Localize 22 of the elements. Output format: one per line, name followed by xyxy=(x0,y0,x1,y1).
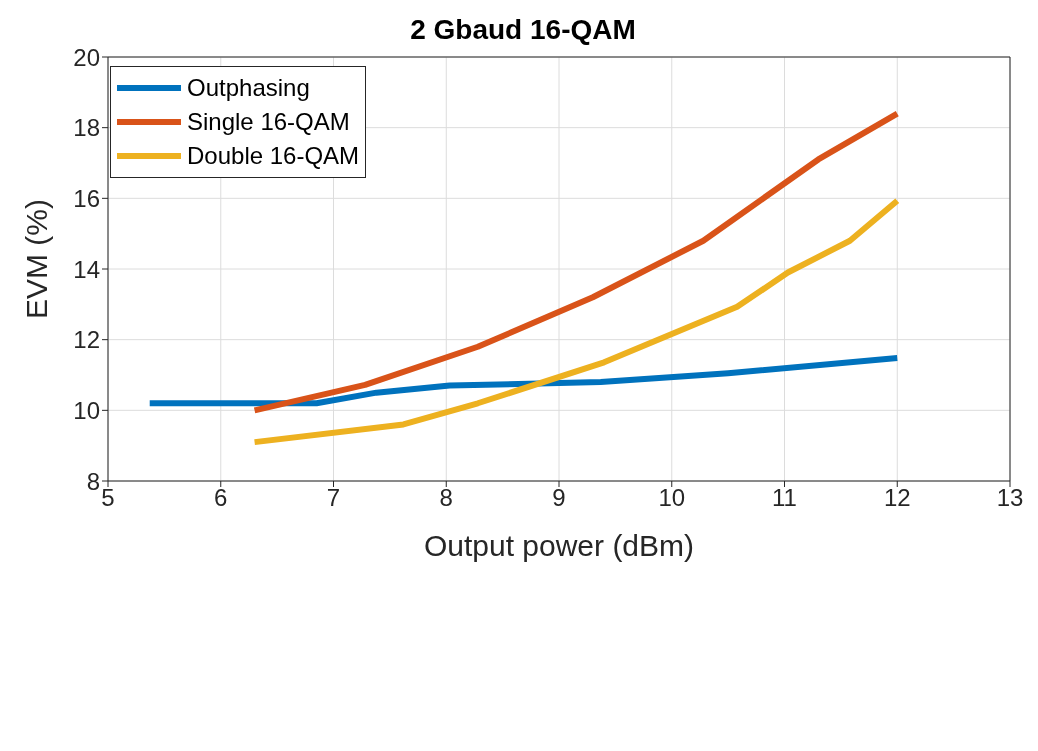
x-tick-label: 6 xyxy=(214,484,228,512)
x-tick-label: 8 xyxy=(439,484,453,512)
chart-title: 2 Gbaud 16-QAM xyxy=(410,14,636,45)
legend-label: Single 16-QAM xyxy=(187,108,350,136)
legend-label: Double 16-QAM xyxy=(187,142,360,170)
y-axis-title: EVM (%) xyxy=(19,199,53,319)
y-tick-label: 12 xyxy=(73,326,100,354)
y-tick-label: 8 xyxy=(86,467,100,495)
x-tick-label: 12 xyxy=(883,484,911,512)
y-tick-label: 18 xyxy=(73,114,100,142)
y-tick-label: 16 xyxy=(73,184,100,212)
y-tick-label: 14 xyxy=(73,255,100,283)
x-tick-label: 10 xyxy=(658,484,686,512)
x-tick-label: 7 xyxy=(326,484,341,512)
x-axis-title: Output power (dBm) xyxy=(423,529,695,562)
x-tick-label: 11 xyxy=(772,484,797,512)
x-tick-label: 5 xyxy=(101,484,115,512)
legend-label: Outphasing xyxy=(187,74,310,102)
x-tick-label: 13 xyxy=(996,484,1024,512)
y-tick-label: 20 xyxy=(73,43,100,71)
x-tick-label: 9 xyxy=(552,484,566,512)
y-tick-label: 10 xyxy=(73,396,100,424)
